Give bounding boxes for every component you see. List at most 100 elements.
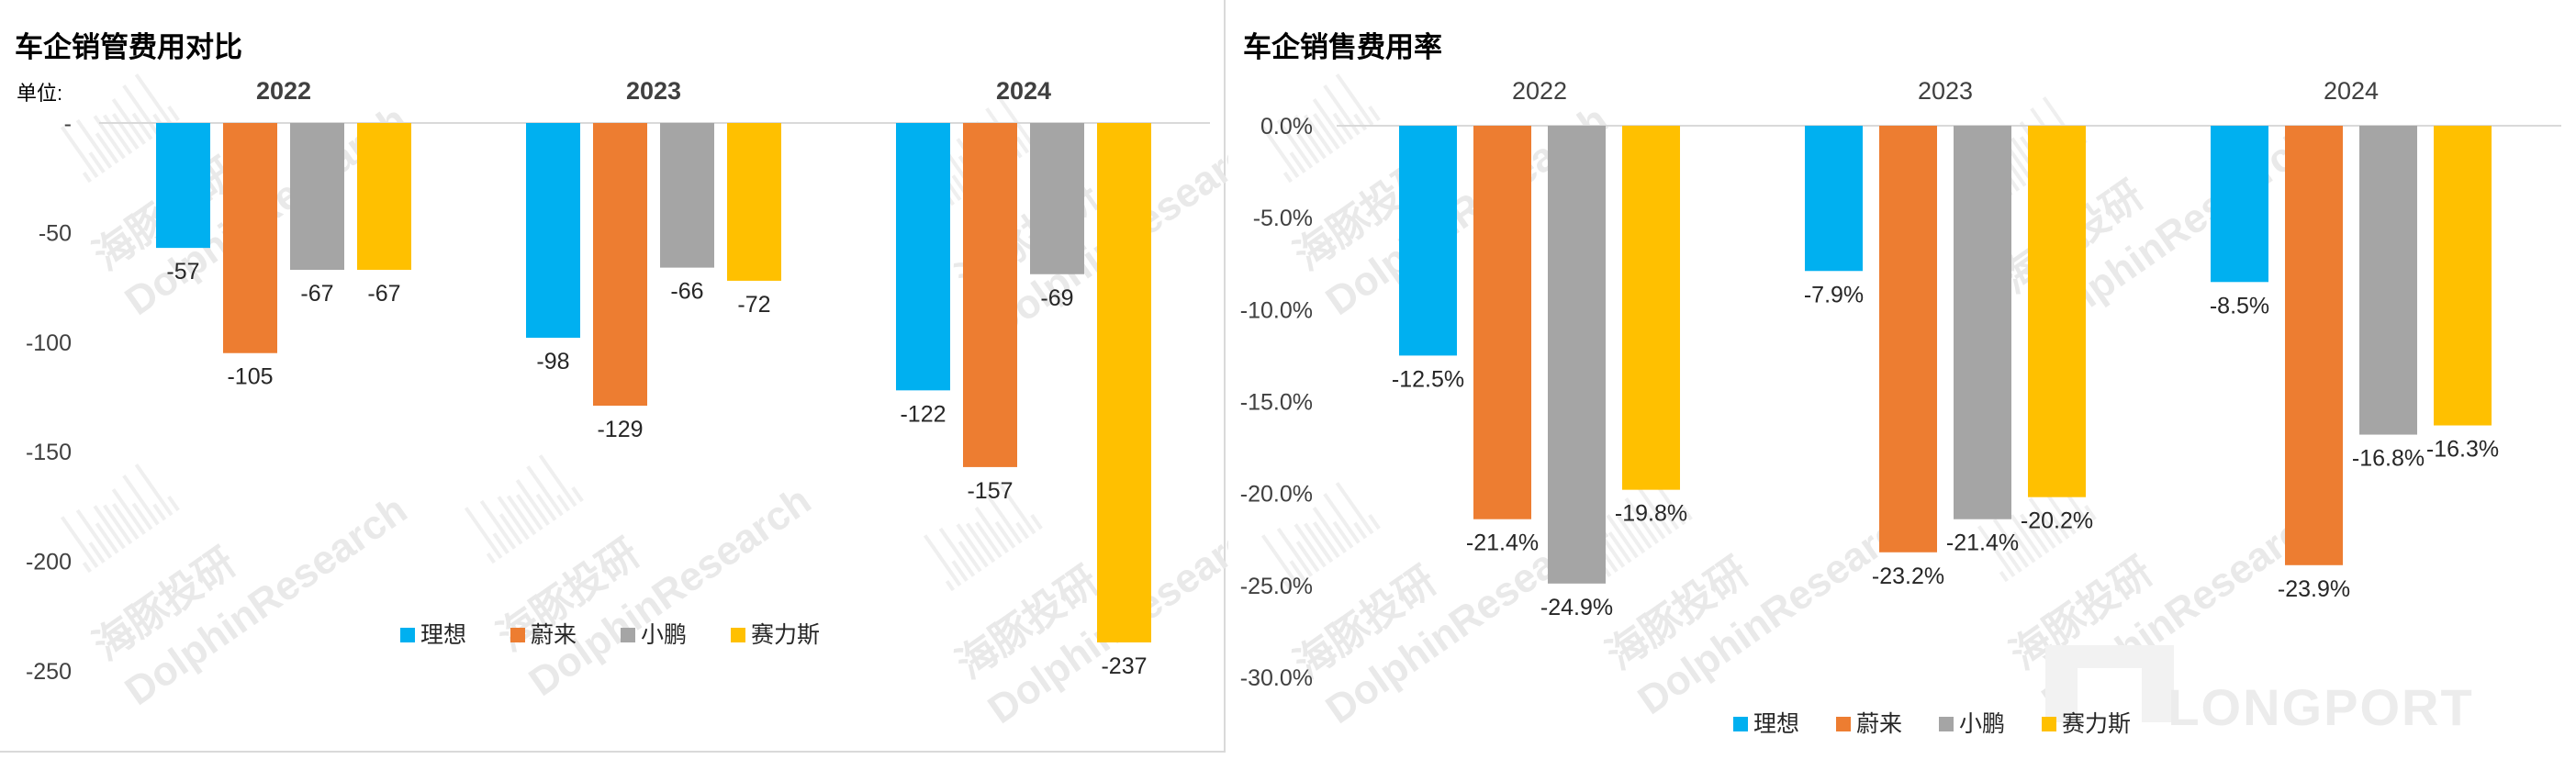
watermark-logo-bar	[1312, 521, 1340, 559]
bar	[963, 123, 1017, 467]
watermark-logo-bar	[1312, 113, 1340, 151]
watermark-logo-bar	[507, 495, 537, 536]
watermark-logo-bar	[1332, 520, 1354, 549]
data-label: -66	[670, 279, 703, 305]
watermark-logo-bar	[464, 507, 503, 560]
legend-label: 理想	[1753, 711, 1799, 737]
data-label: -129	[597, 417, 643, 442]
legend-swatch	[731, 628, 745, 642]
watermark-logo-bar	[1304, 522, 1334, 564]
legend-swatch	[2042, 717, 2056, 731]
watermark-logo-bar	[1999, 571, 2010, 583]
data-label: -57	[166, 259, 199, 285]
watermark-logo-bar	[1368, 514, 1381, 530]
watermark-logo-bar	[1665, 512, 1680, 530]
y-tick-label: -25.0%	[1240, 574, 1313, 599]
bar	[727, 123, 781, 281]
watermark-logo-bar	[938, 527, 976, 577]
watermark-logo-bar	[1616, 513, 1646, 554]
legend-label: 赛力斯	[751, 622, 820, 648]
legend-label: 蔚来	[1856, 711, 1902, 737]
legend-swatch	[400, 628, 415, 642]
bar	[593, 123, 647, 407]
data-label: -72	[737, 292, 770, 318]
watermark-logo-bar	[923, 534, 962, 587]
watermark-logo-bar	[1015, 136, 1030, 154]
legend-swatch	[510, 628, 525, 642]
data-label: -237	[1101, 653, 1147, 679]
brand-logo-gap	[2078, 668, 2142, 722]
watermark-logo-bar	[1635, 484, 1673, 535]
bar	[1097, 123, 1151, 642]
bar	[896, 123, 950, 391]
watermark-logo-bar	[111, 488, 146, 535]
data-label: -8.5%	[2210, 293, 2269, 318]
group-label: 2023	[626, 77, 681, 105]
data-label: -122	[900, 401, 946, 427]
watermark-logo-bar	[1304, 114, 1334, 155]
data-label: -23.2%	[1872, 564, 1944, 589]
bar	[1548, 126, 1606, 584]
watermark-logo-bar	[1624, 497, 1659, 544]
watermark-logo-bar	[152, 503, 167, 521]
watermark-logo-bar	[131, 502, 153, 530]
watermark-logo-bar	[538, 454, 577, 508]
group-label: 2022	[1512, 77, 1567, 105]
bar	[2434, 126, 2492, 426]
watermark-logo-bar	[167, 496, 180, 512]
watermark-logo-bar	[103, 504, 133, 545]
y-tick-label: -250	[26, 659, 72, 685]
y-tick-label: -150	[26, 440, 72, 465]
watermark-logo-bar	[1289, 560, 1306, 582]
watermark-logo-bar	[486, 553, 497, 564]
watermark-logo-bar	[88, 151, 106, 173]
watermark-logo-bar	[1276, 527, 1314, 577]
data-label: -105	[227, 364, 273, 390]
y-tick-label: -15.0%	[1240, 390, 1313, 416]
watermark-logo-bar	[2011, 531, 2036, 564]
watermark-logo-bar	[966, 522, 996, 564]
y-tick-label: -	[64, 111, 72, 137]
data-label: -12.5%	[1392, 366, 1464, 392]
watermark-logo-bar	[526, 465, 564, 517]
data-label: -7.9%	[1804, 282, 1864, 307]
watermark-logo-bar	[2028, 497, 2063, 544]
chart-svg-right: 海豚投研DolphinResearch海豚投研DolphinResearch海豚…	[1240, 73, 2561, 737]
bar	[2211, 126, 2268, 283]
watermark-logo-bar	[1294, 115, 1327, 160]
watermark-logo-bar	[111, 98, 146, 145]
watermark-logo-bar	[1644, 511, 1666, 540]
data-label: -67	[300, 281, 333, 307]
watermark-logo-bar	[1606, 514, 1639, 559]
watermark-logo-bar	[1335, 482, 1374, 535]
legend-label: 赛力斯	[2062, 711, 2131, 737]
watermark-logo-bar	[134, 463, 174, 517]
watermark-logo-bar	[1368, 106, 1381, 122]
watermark-logo-bar	[1323, 84, 1361, 136]
watermark-logo-bar	[497, 496, 530, 541]
watermark-logo-bar	[571, 486, 584, 503]
watermark-logo-bar	[479, 499, 517, 550]
bar	[357, 123, 411, 270]
data-label: -24.9%	[1540, 595, 1613, 620]
watermark-logo-bar	[492, 532, 510, 554]
watermark-logo-bar	[958, 541, 982, 573]
bar	[1622, 126, 1680, 490]
watermark-logo-bar	[1312, 98, 1347, 145]
group-label: 2024	[2324, 77, 2379, 105]
bar	[290, 123, 344, 270]
bar	[2359, 126, 2417, 435]
data-label: -157	[967, 478, 1013, 504]
bar	[2028, 126, 2086, 497]
bar	[1030, 123, 1084, 274]
watermark-logo-bar	[2084, 505, 2097, 521]
data-label: -16.3%	[2426, 437, 2499, 463]
y-tick-label: 0.0%	[1260, 114, 1313, 140]
y-tick-label: -30.0%	[1240, 665, 1313, 691]
watermark-logo-bar	[75, 118, 113, 169]
brand-watermark: LONGPORT	[2167, 678, 2473, 736]
y-tick-label: -50	[39, 220, 72, 246]
watermark-logo-bar	[2005, 551, 2022, 573]
bar	[526, 123, 580, 339]
